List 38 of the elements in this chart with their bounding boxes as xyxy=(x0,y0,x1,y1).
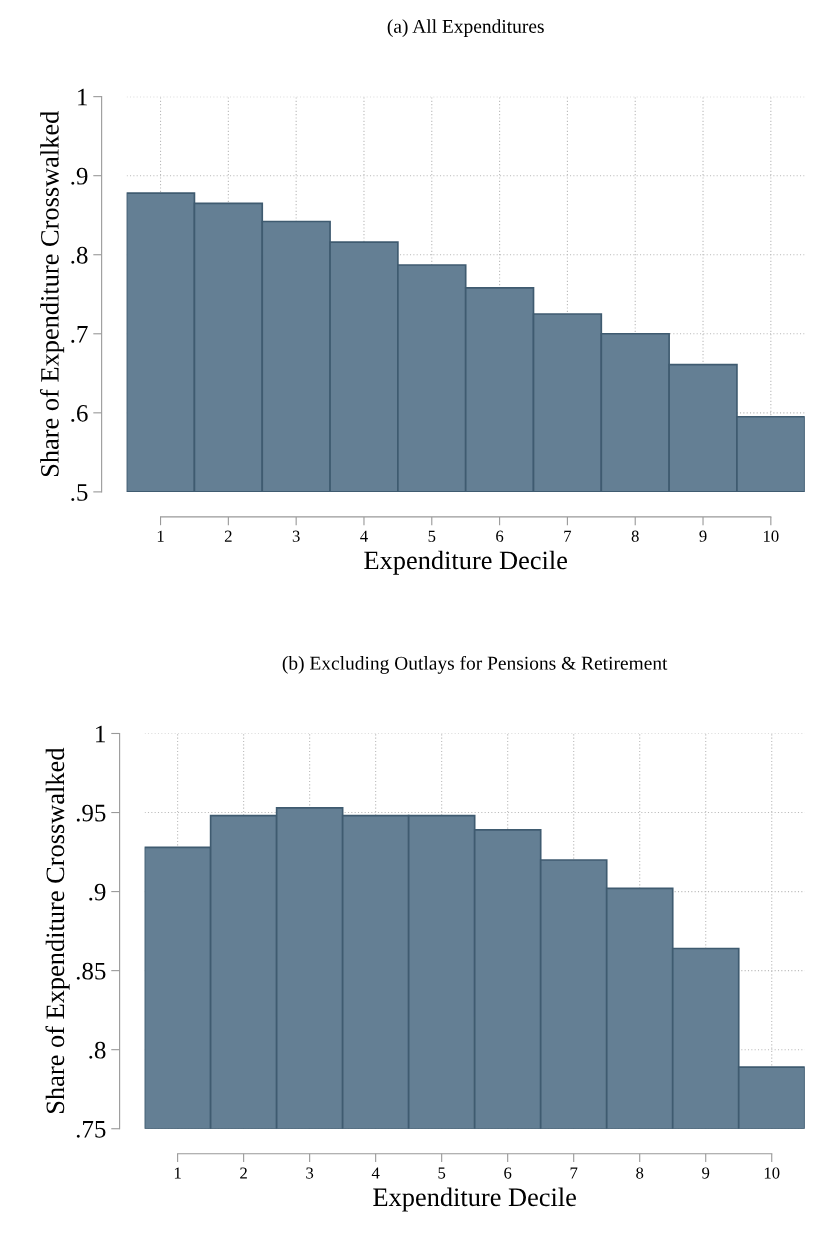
y-tick-label: .8 xyxy=(89,1041,106,1059)
x-tick-label: 3 xyxy=(306,1167,314,1179)
y-tick-label: 1 xyxy=(78,88,87,106)
y-tick-label: .75 xyxy=(76,1121,106,1138)
chart-title: (a) All Expenditures xyxy=(387,19,544,37)
y-tick-label: .85 xyxy=(76,962,106,980)
x-tick-label: 5 xyxy=(438,1167,446,1179)
y-tick-label: .9 xyxy=(71,167,88,185)
x-tick-label: 8 xyxy=(636,1167,644,1179)
x-tick-label: 2 xyxy=(240,1167,247,1179)
x-tick-label: 3 xyxy=(292,530,300,542)
y-tick-label: .9 xyxy=(89,883,106,901)
x-tick-label: 8 xyxy=(631,530,639,542)
x-tick-label: 7 xyxy=(564,530,572,542)
x-tick-label: 7 xyxy=(570,1167,578,1179)
y-tick-label: .7 xyxy=(71,326,88,343)
y-tick-label: 1 xyxy=(96,725,105,743)
x-tick-label: 2 xyxy=(224,530,232,542)
x-tick-label: 1 xyxy=(174,1167,181,1179)
x-axis-title: Expenditure Decile xyxy=(364,550,567,575)
chart-title: (b) Excluding Outlays for Pensions & Retirement xyxy=(282,655,668,674)
y-axis-title: Share of Expenditure Crosswalked xyxy=(39,111,65,477)
x-tick-label: 6 xyxy=(504,1167,512,1179)
x-tick-label: 5 xyxy=(428,530,436,542)
y-axis-title: Share of Expenditure Crosswalked xyxy=(45,747,70,1113)
x-axis-title: Expenditure Decile xyxy=(373,1187,576,1212)
y-tick-label: .8 xyxy=(71,246,88,264)
x-tick-label: 1 xyxy=(157,530,164,542)
x-tick-label: 9 xyxy=(702,1167,710,1179)
x-tick-label: 10 xyxy=(764,1167,780,1179)
x-tick-label: 9 xyxy=(699,530,707,542)
y-tick-label: .95 xyxy=(76,804,106,822)
x-tick-label: 4 xyxy=(371,1167,380,1179)
x-tick-label: 6 xyxy=(496,530,504,542)
x-tick-label: 10 xyxy=(763,530,779,542)
x-tick-label: 4 xyxy=(360,530,368,542)
y-tick-label: .6 xyxy=(71,404,88,422)
y-tick-label: .5 xyxy=(71,484,88,501)
